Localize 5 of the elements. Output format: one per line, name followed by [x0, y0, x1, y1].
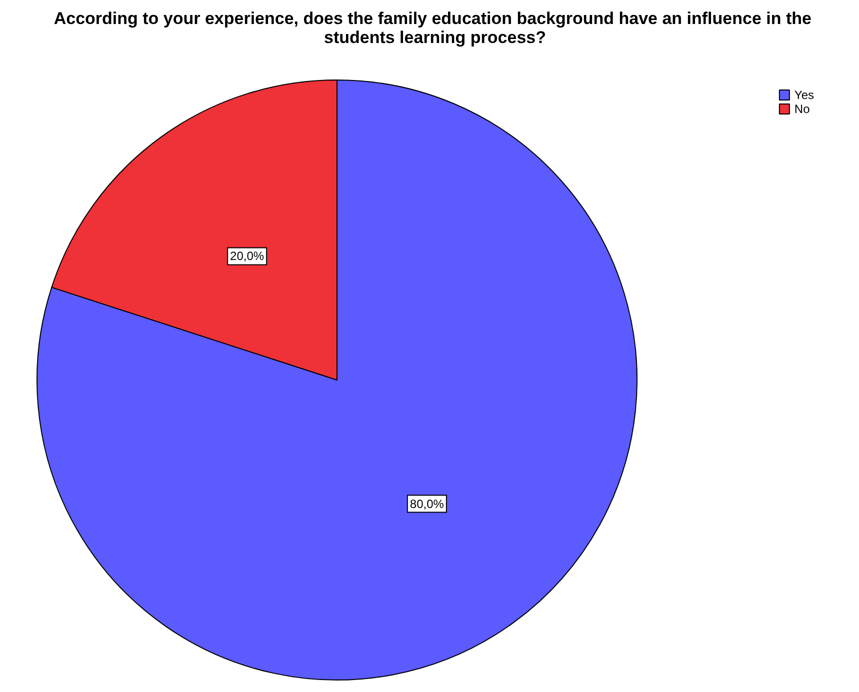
- legend-label: Yes: [794, 88, 814, 102]
- data-label: 20,0%: [230, 249, 264, 264]
- legend-label: No: [794, 102, 810, 116]
- chart-title: According to your experience, does the family education background have an influence in the students learning process?: [54, 9, 816, 47]
- data-label: 80,0%: [410, 496, 444, 511]
